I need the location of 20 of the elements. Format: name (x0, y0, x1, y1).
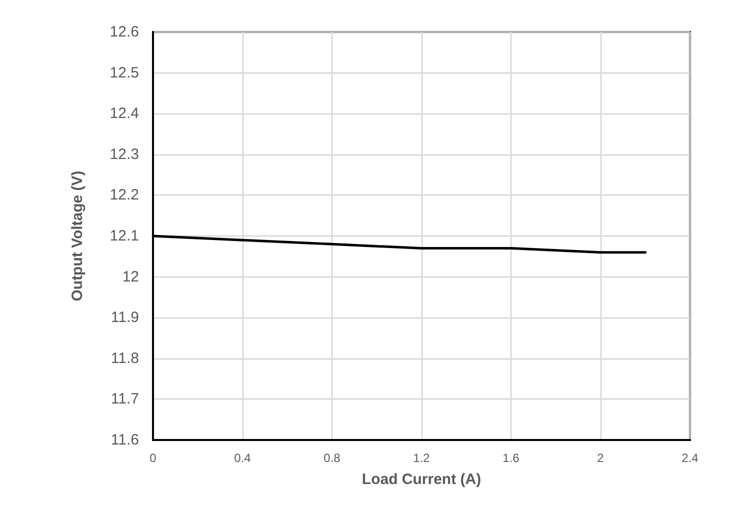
y-tick-label: 12 (122, 268, 139, 286)
y-tick-label: 11.9 (110, 309, 139, 326)
y-tick-label: 11.6 (110, 432, 139, 448)
x-axis-title: Load Current (A) (362, 471, 482, 488)
y-tick-label: 12.4 (110, 105, 139, 122)
y-tick-label: 12.3 (110, 146, 139, 163)
y-tick-label: 12.2 (110, 186, 139, 204)
y-tick-label: 12.5 (110, 64, 139, 82)
y-axis-title: Output Voltage (V) (69, 170, 86, 302)
x-tick-label: 2.4 (682, 451, 699, 465)
y-tick-label: 11.7 (110, 390, 139, 408)
x-tick-label: 0.8 (324, 451, 341, 465)
y-tick-label: 11.8 (110, 350, 139, 367)
y-tick-label: 12.6 (110, 24, 139, 40)
x-tick-label: 0.4 (234, 451, 252, 465)
x-tick-label: 2 (597, 451, 604, 465)
x-tick-label: 1.2 (413, 451, 430, 465)
x-tick-label: 0 (150, 451, 157, 465)
y-tick-label: 12.1 (110, 228, 139, 244)
x-tick-label: 1.6 (502, 451, 520, 465)
